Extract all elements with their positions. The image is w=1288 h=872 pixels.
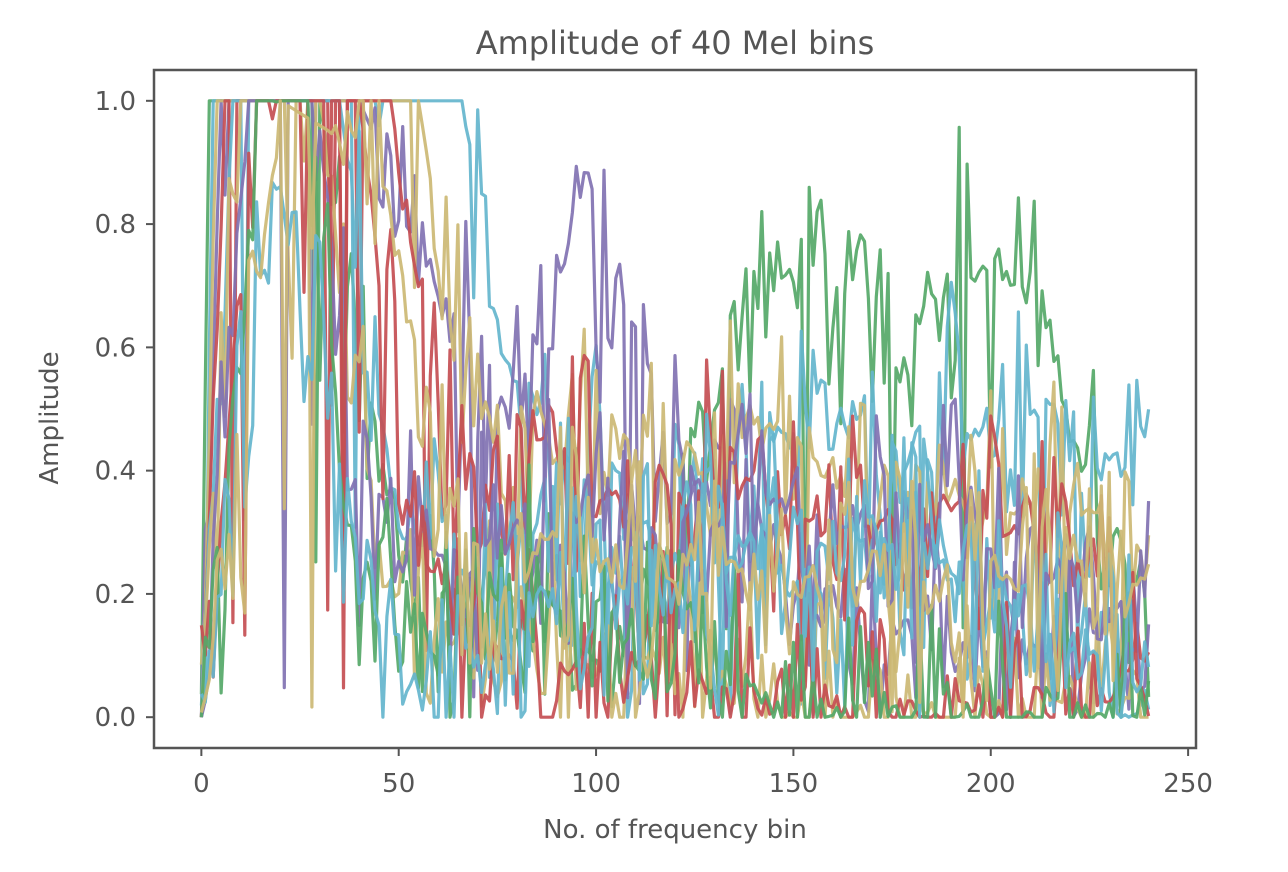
- plot-frame: [152, 68, 1198, 750]
- y-axis-title: Amplitude: [35, 351, 65, 484]
- x-tick-label: 50: [382, 769, 415, 799]
- y-axis: 0.0 0.2 0.4 0.6 0.8 1.0: [95, 87, 154, 733]
- x-axis-title: No. of frequency bin: [543, 815, 807, 845]
- series-line-12: [199, 99, 1151, 715]
- y-tick-label: 0.4: [95, 457, 136, 487]
- x-tick-label: 250: [1163, 769, 1213, 799]
- series-line-6: [199, 99, 1151, 719]
- series-line-5: [199, 99, 1151, 718]
- chart-title: Amplitude of 40 Mel bins: [476, 24, 875, 62]
- y-tick-label: 0.8: [95, 210, 136, 240]
- x-tick-label: 150: [769, 769, 819, 799]
- series-line-10: [199, 99, 1151, 719]
- x-axis: 0 50 100 150 200 250: [193, 748, 1213, 799]
- x-tick-label: 200: [966, 769, 1016, 799]
- y-tick-label: 0.0: [95, 703, 136, 733]
- x-tick-label: 100: [571, 769, 621, 799]
- y-tick-label: 1.0: [95, 87, 136, 117]
- y-tick-label: 0.2: [95, 580, 136, 610]
- x-tick-label: 0: [193, 769, 210, 799]
- y-tick-label: 0.6: [95, 333, 136, 363]
